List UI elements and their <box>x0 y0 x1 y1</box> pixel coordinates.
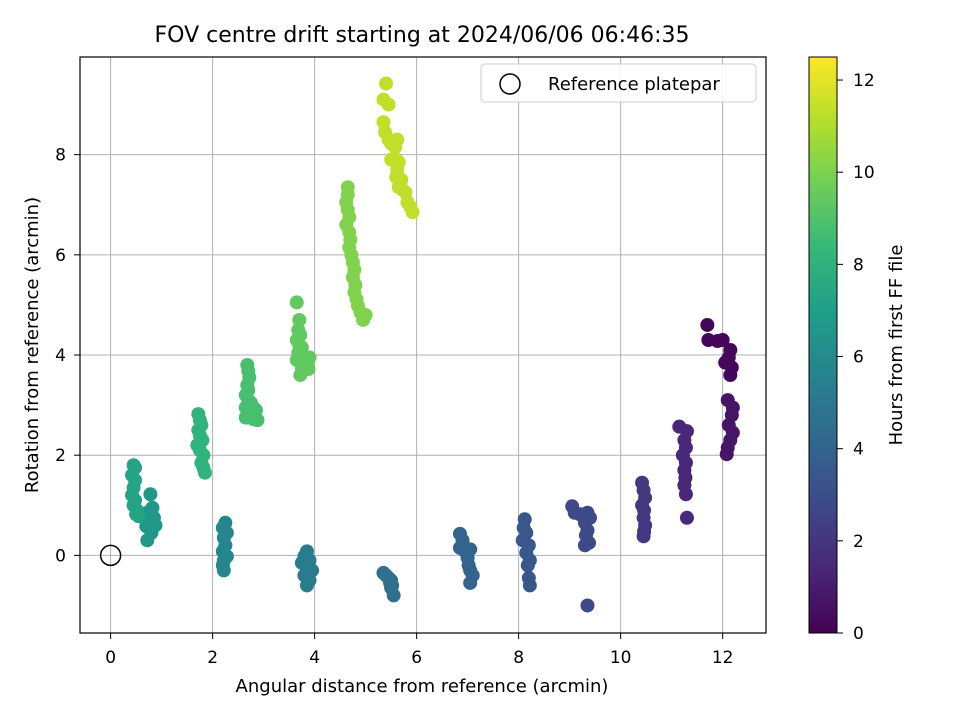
data-point <box>700 317 715 332</box>
plot-background <box>80 57 766 633</box>
colorbar-ticks: 0 2 4 6 8 10 12 <box>837 71 875 644</box>
data-point <box>679 510 694 525</box>
colorbar-tick-label: 4 <box>853 440 864 460</box>
y-tick-label: 2 <box>55 446 66 466</box>
data-point <box>522 578 537 593</box>
data-point <box>719 447 734 462</box>
y-axis-ticks: 0 2 4 6 8 <box>55 146 80 566</box>
data-point <box>238 410 253 425</box>
x-tick-label: 6 <box>411 648 422 668</box>
scatter-points <box>125 76 740 613</box>
data-point <box>577 538 592 553</box>
x-axis-label: Angular distance from reference (arcmin) <box>236 676 609 697</box>
data-point <box>301 362 316 377</box>
legend-marker <box>499 73 521 95</box>
data-point <box>250 413 265 428</box>
y-tick-label: 8 <box>55 146 66 166</box>
data-point <box>636 529 651 544</box>
x-tick-label: 12 <box>712 648 734 668</box>
colorbar-tick-label: 2 <box>853 532 864 552</box>
x-gridlines <box>110 57 724 633</box>
data-point <box>520 558 535 573</box>
data-point <box>379 76 394 91</box>
y-tick-label: 0 <box>55 546 66 566</box>
data-point <box>143 487 158 502</box>
data-point <box>197 465 212 480</box>
data-point <box>678 487 693 502</box>
colorbar-tick-label: 12 <box>853 71 875 91</box>
x-tick-label: 4 <box>309 648 320 668</box>
x-tick-label: 2 <box>207 648 218 668</box>
x-tick-label: 10 <box>610 648 632 668</box>
y-tick-label: 4 <box>55 346 66 366</box>
data-point <box>463 575 478 590</box>
colorbar-tick-label: 8 <box>853 255 864 275</box>
data-point <box>386 588 401 603</box>
x-tick-label: 0 <box>105 648 116 668</box>
legend-box <box>480 63 757 103</box>
data-point <box>131 509 146 524</box>
data-point <box>580 598 595 613</box>
plot-frame <box>79 56 767 634</box>
data-point <box>302 350 317 365</box>
legend-label-reference-platepar: Reference platepar <box>548 74 720 95</box>
data-point <box>715 332 730 347</box>
legend: Reference platepar <box>480 63 757 103</box>
y-tick-label: 6 <box>55 246 66 266</box>
y-axis-label: Rotation from reference (arcmin) <box>22 197 43 493</box>
colorbar-tick-label: 10 <box>853 163 875 183</box>
y-gridlines <box>80 154 766 556</box>
data-point <box>405 205 420 220</box>
colorbar-tick-label: 6 <box>853 348 864 368</box>
x-axis-ticks: 0 2 4 6 8 10 12 <box>105 633 733 668</box>
data-point <box>356 312 371 327</box>
data-point <box>140 533 155 548</box>
plot-area <box>79 56 767 634</box>
colorbar-gradient <box>808 56 838 634</box>
chart-title: FOV centre drift starting at 2024/06/06 … <box>155 23 690 48</box>
reference-marker <box>99 544 122 567</box>
x-tick-label: 8 <box>513 648 524 668</box>
data-point <box>723 368 738 383</box>
data-point <box>216 563 231 578</box>
data-point <box>299 578 314 593</box>
data-point <box>381 97 396 112</box>
data-point <box>289 295 304 310</box>
colorbar-tick-label: 0 <box>853 624 864 644</box>
colorbar: 0 2 4 6 8 10 12 Hours from first FF file <box>808 56 907 644</box>
colorbar-label: Hours from first FF file <box>886 245 907 446</box>
data-point <box>388 140 403 155</box>
